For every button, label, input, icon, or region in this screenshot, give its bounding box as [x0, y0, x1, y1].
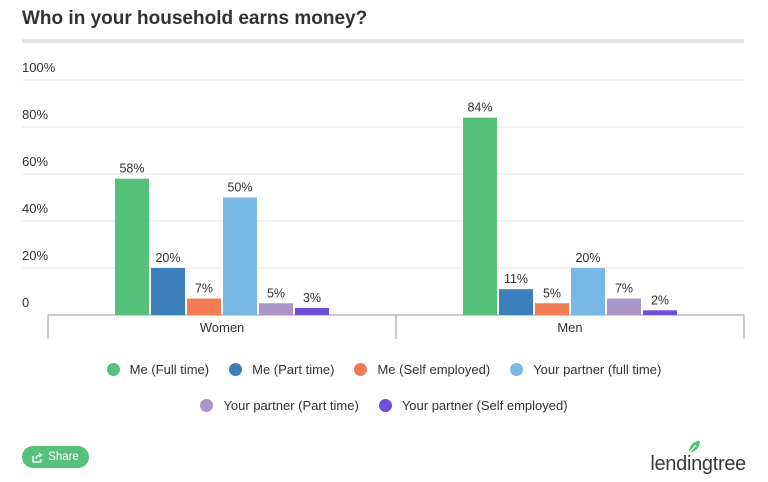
bar: [115, 178, 149, 315]
legend-label: Your partner (Self employed): [401, 397, 568, 413]
legend-label: Your partner (full time): [533, 361, 662, 377]
bar: [151, 268, 185, 315]
share-icon: [32, 451, 43, 463]
y-tick-label: 100%: [22, 60, 56, 75]
data-label: 58%: [119, 162, 144, 176]
y-tick-label: 0: [22, 295, 29, 310]
bar: [571, 268, 605, 315]
bar: [463, 117, 497, 315]
brand-wordmark: lendingtree: [650, 441, 746, 476]
title-divider: [22, 39, 744, 43]
legend-item[interactable]: Me (Full time): [106, 360, 210, 378]
bar: [295, 307, 329, 315]
share-label: Share: [48, 451, 79, 463]
bar: [499, 289, 533, 315]
legend-item[interactable]: Me (Part time): [229, 360, 334, 378]
data-label: 20%: [155, 251, 180, 265]
y-tick-label: 80%: [22, 107, 48, 122]
data-label: 3%: [303, 291, 321, 305]
data-label: 2%: [651, 293, 669, 307]
category-label: Women: [200, 320, 245, 335]
y-tick-label: 60%: [22, 154, 48, 169]
share-button[interactable]: Share: [22, 446, 89, 468]
brand-text: lendingtree: [650, 453, 746, 475]
legend-swatch: [200, 398, 214, 412]
bar: [223, 197, 257, 315]
data-label: 50%: [227, 181, 252, 195]
data-label: 84%: [467, 101, 492, 115]
data-label: 5%: [543, 286, 561, 300]
legend-swatch: [378, 398, 392, 412]
chart-legend: Me (Full time) Me (Part time) Me (Self emp…: [40, 360, 728, 414]
data-label: 20%: [575, 251, 600, 265]
legend-label: Me (Self employed): [377, 361, 491, 377]
data-label: 11%: [504, 272, 528, 286]
y-tick-label: 20%: [22, 248, 48, 263]
y-tick-label: 40%: [22, 201, 48, 216]
legend-swatch: [106, 362, 120, 376]
bar-chart: 0 20% 40% 60% 80% 100% 58% 20% 7% 50% 5% 3% Women 84%…: [22, 60, 745, 339]
chart-title: Who in your household earns money?: [22, 8, 368, 29]
leaf-icon: [688, 441, 701, 454]
legend-item[interactable]: Your partner (Part time): [200, 396, 359, 414]
data-label: 7%: [615, 282, 633, 296]
legend-label: Me (Full time): [129, 361, 210, 377]
category-label: Men: [557, 320, 582, 335]
bar: [607, 298, 641, 315]
legend-swatch: [510, 362, 524, 376]
lendingtree-logo: lendingtree: [650, 440, 746, 476]
legend-item[interactable]: Me (Self employed): [354, 360, 490, 378]
data-label: 7%: [195, 282, 213, 296]
bar: [643, 310, 677, 315]
bar: [259, 303, 293, 315]
legend-item[interactable]: Your partner (full time): [510, 360, 661, 378]
data-label: 5%: [267, 286, 285, 300]
bar: [187, 298, 221, 315]
legend-label: Your partner (Part time): [223, 397, 359, 413]
legend-label: Me (Part time): [252, 361, 335, 377]
legend-swatch: [229, 362, 243, 376]
legend-swatch: [354, 362, 368, 376]
bar: [535, 303, 569, 315]
legend-item[interactable]: Your partner (Self employed): [378, 396, 568, 414]
